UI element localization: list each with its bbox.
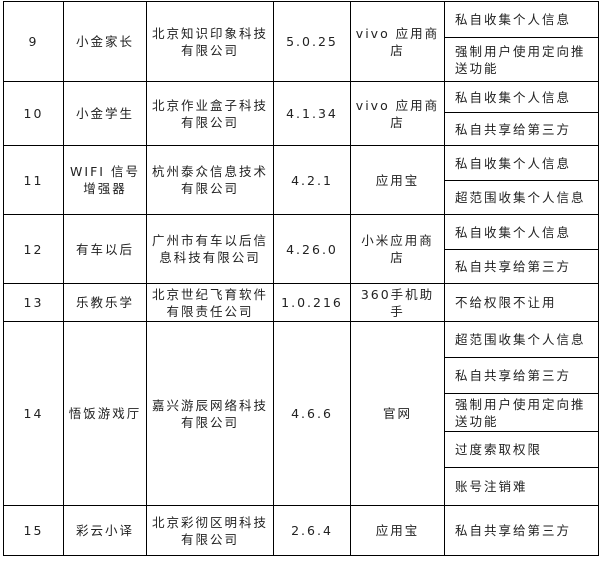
company-name-cell: 杭州泰众信息技术有限公司 [146, 145, 274, 215]
download-source-cell: vivo 应用商店 [350, 1, 445, 82]
table-row: 过度索取权限 [4, 431, 599, 468]
app-name-cell: 悟饭游戏厅 [63, 321, 147, 506]
app-violation-table: 9 小金家长 北京知识印象科技有限公司 5.0.25 vivo 应用商店 私自收集个人信息… [3, 1, 599, 556]
table-row: 13 乐教乐学 北京世纪飞育软件有限责任公司 1.0.216 360手机助手 不给权限不让… [3, 283, 599, 322]
issue-cell: 超范围收集个人信息 [444, 180, 599, 215]
table-row: 12 有车以后 广州市有车以后信息科技有限公司 4.26.0 小米应用商店 私自收集个人信… [3, 214, 599, 284]
row-number-cell: 9 [3, 1, 64, 82]
table-row: 14 悟饭游戏厅 嘉兴游辰网络科技有限公司 4.6.6 官网 超范围收集个人信息 [3, 321, 599, 506]
company-name-cell: 广州市有车以后信息科技有限公司 [146, 214, 274, 284]
table-row: 11 WIFI 信号增强器 杭州泰众信息技术有限公司 4.2.1 应用宝 私自收集个人信息 [3, 145, 599, 215]
app-name-cell: 小金家长 [63, 1, 147, 82]
download-source-cell: vivo 应用商店 [350, 81, 445, 146]
table-row: 私自共享给第三方 [4, 357, 599, 394]
app-version-cell: 2.6.4 [273, 505, 351, 556]
table-row: 私自共享给第三方 [4, 112, 599, 146]
issue-cell: 私自共享给第三方 [444, 249, 599, 284]
issue-cell: 账号注销难 [444, 467, 599, 506]
issue-cell: 不给权限不让用 [444, 283, 599, 322]
download-source-cell: 官网 [350, 321, 445, 506]
download-source-cell: 应用宝 [350, 145, 445, 215]
issue-cell: 强制用户使用定向推送功能 [444, 37, 599, 82]
app-name-cell: 小金学生 [63, 81, 147, 146]
row-number-cell: 14 [3, 321, 64, 506]
table-row: 强制用户使用定向推送功能 [4, 393, 599, 432]
issue-cell: 私自共享给第三方 [444, 357, 599, 394]
app-version-cell: 4.26.0 [273, 214, 351, 284]
app-name-cell: 彩云小译 [63, 505, 147, 556]
download-source-cell: 360手机助手 [350, 283, 445, 322]
company-name-cell: 北京作业盒子科技有限公司 [146, 81, 274, 146]
row-number-cell: 13 [3, 283, 64, 322]
issue-cell: 私自共享给第三方 [444, 505, 599, 556]
row-number-cell: 15 [3, 505, 64, 556]
issue-cell: 私自共享给第三方 [444, 112, 599, 146]
app-version-cell: 4.6.6 [273, 321, 351, 506]
table-row: 强制用户使用定向推送功能 [4, 37, 599, 82]
issue-cell: 私自收集个人信息 [444, 81, 599, 113]
issue-cell: 私自收集个人信息 [444, 214, 599, 250]
table-row: 15 彩云小译 北京彩彻区明科技有限公司 2.6.4 应用宝 私自共享给第三方 [3, 505, 599, 556]
company-name-cell: 北京世纪飞育软件有限责任公司 [146, 283, 274, 322]
app-name-cell: WIFI 信号增强器 [63, 145, 147, 215]
company-name-cell: 北京彩彻区明科技有限公司 [146, 505, 274, 556]
table-row: 9 小金家长 北京知识印象科技有限公司 5.0.25 vivo 应用商店 私自收集个人信息 [3, 1, 599, 82]
company-name-cell: 北京知识印象科技有限公司 [146, 1, 274, 82]
app-version-cell: 4.2.1 [273, 145, 351, 215]
issue-cell: 私自收集个人信息 [444, 145, 599, 181]
app-version-cell: 4.1.34 [273, 81, 351, 146]
app-name-cell: 乐教乐学 [63, 283, 147, 322]
row-number-cell: 10 [3, 81, 64, 146]
app-name-cell: 有车以后 [63, 214, 147, 284]
table-row: 私自共享给第三方 [4, 249, 599, 284]
issue-cell: 强制用户使用定向推送功能 [444, 393, 599, 432]
company-name-cell: 嘉兴游辰网络科技有限公司 [146, 321, 274, 506]
app-version-cell: 5.0.25 [273, 1, 351, 82]
table-row: 10 小金学生 北京作业盒子科技有限公司 4.1.34 vivo 应用商店 私自收集个人信… [3, 81, 599, 146]
issue-cell: 超范围收集个人信息 [444, 321, 599, 358]
download-source-cell: 应用宝 [350, 505, 445, 556]
app-version-cell: 1.0.216 [273, 283, 351, 322]
row-number-cell: 11 [3, 145, 64, 215]
row-number-cell: 12 [3, 214, 64, 284]
download-source-cell: 小米应用商店 [350, 214, 445, 284]
table-row: 超范围收集个人信息 [4, 180, 599, 215]
issue-cell: 过度索取权限 [444, 431, 599, 468]
table-row: 账号注销难 [4, 467, 599, 506]
issue-cell: 私自收集个人信息 [444, 1, 599, 38]
